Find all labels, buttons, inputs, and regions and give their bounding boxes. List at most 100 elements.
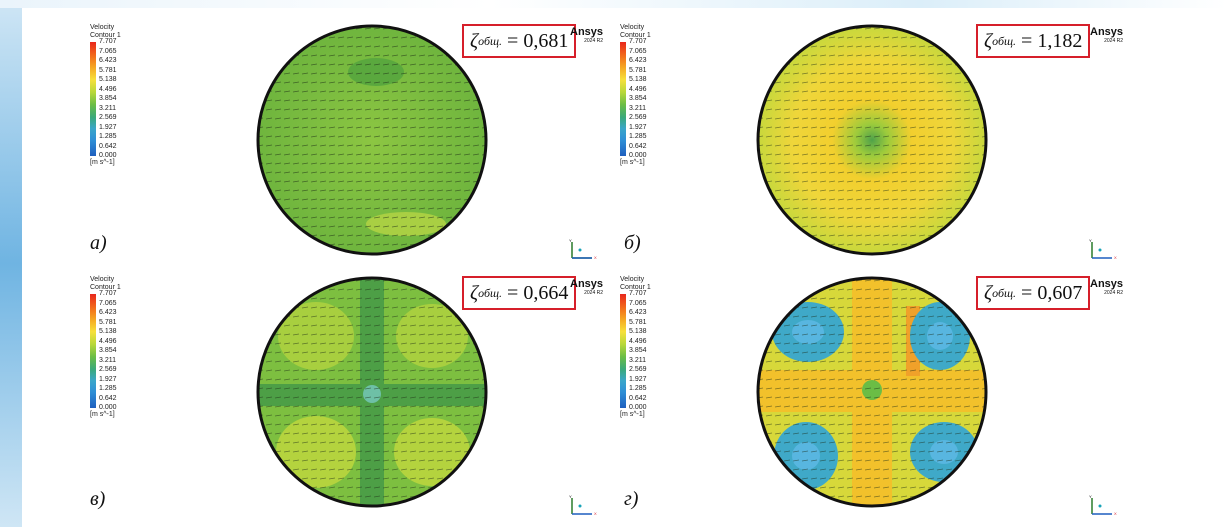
legend-tick-label: 4.496: [99, 85, 117, 93]
legend-unit: [m s^-1]: [90, 411, 115, 418]
velocity-contour-d: [756, 276, 988, 508]
zeta-symbol: ζ: [984, 29, 993, 52]
zeta-subscript: общ.: [992, 33, 1017, 48]
color-scale-bar: [620, 42, 626, 156]
legend-tick-label: 3.211: [99, 104, 116, 112]
legend-tick-label: 1.285: [629, 385, 647, 392]
legend-unit: [m s^-1]: [620, 159, 645, 166]
legend-tick-label: 3.211: [629, 104, 646, 112]
velocity-legend: Velocity Contour 1 7.707 7.065 6.423 5.781 5…: [620, 24, 690, 166]
zeta-symbol: ζ: [470, 29, 479, 52]
legend-tick-label: 2.569: [99, 366, 117, 373]
legend-tick-label: 7.065: [99, 47, 117, 55]
legend-tick-label: 0.642: [629, 394, 647, 402]
legend-tick-label: 3.211: [99, 356, 116, 364]
legend-tick-label: 7.707: [629, 38, 647, 45]
ansys-logo: Ansys 2024 R2: [1090, 26, 1123, 44]
panel-label: г): [624, 488, 639, 510]
ansys-logo: Ansys 2024 R2: [1090, 278, 1123, 296]
brand-name: Ansys: [570, 278, 604, 290]
zeta-subscript: общ.: [478, 285, 503, 300]
legend-tick-label: 1.927: [99, 375, 117, 383]
brand-name: Ansys: [1090, 26, 1124, 38]
panel-a: Velocity Contour 1 7.707 7.065 6.423 5.781 5…: [90, 24, 680, 279]
legend-title-2: Contour 1: [620, 31, 651, 39]
legend-tick-label: 0.642: [99, 394, 117, 402]
legend-tick-label: 7.065: [99, 299, 117, 307]
legend-tick-label: 0.642: [629, 142, 647, 150]
legend-tick-label: 6.423: [629, 57, 647, 64]
svg-text:X: X: [1114, 255, 1117, 260]
zeta-symbol: ζ: [470, 281, 479, 304]
svg-text:X: X: [594, 255, 597, 260]
legend-tick-label: 0.000: [629, 152, 647, 159]
velocity-legend: Velocity Contour 1 7.707 7.065 6.423 5.781 5…: [90, 24, 160, 166]
legend-tick-label: 7.065: [629, 299, 647, 307]
legend-title-2: Contour 1: [620, 283, 651, 291]
legend-tick-label: 5.138: [99, 76, 117, 83]
legend-tick-label: 6.423: [99, 57, 117, 64]
legend-tick-label: 2.569: [99, 114, 117, 121]
ansys-logo: Ansys 2024 R2: [570, 26, 603, 44]
velocity-contour-c: [256, 276, 488, 508]
legend-tick-label: 3.211: [629, 356, 646, 364]
legend-tick-label: 5.781: [629, 318, 647, 326]
legend-title-1: Velocity: [620, 24, 645, 31]
legend-tick-label: 4.496: [629, 85, 647, 93]
legend-title-1: Velocity: [620, 276, 645, 283]
zeta-symbol: ζ: [984, 281, 993, 304]
zeta-value: = 0,664: [507, 281, 569, 304]
xy-axes-icon: YX: [1089, 494, 1117, 516]
zeta-value: = 1,182: [1021, 29, 1083, 52]
legend-tick-label: 4.496: [629, 337, 647, 345]
legend-tick-label: 3.854: [99, 95, 117, 102]
svg-text:X: X: [594, 511, 597, 516]
color-scale-bar: [90, 42, 96, 156]
legend-tick-label: 3.854: [629, 95, 647, 102]
legend-tick-label: 5.138: [99, 328, 117, 335]
xy-axes-icon: YX: [569, 238, 597, 260]
panel-label: в): [90, 488, 106, 510]
zeta-subscript: общ.: [478, 33, 503, 48]
loss-coefficient-box: ζ общ. = 1,182: [976, 24, 1091, 58]
color-scale-bar: [90, 294, 96, 408]
legend-tick-label: 0.000: [629, 404, 647, 411]
legend-tick-label: 2.569: [629, 114, 647, 121]
legend-tick-label: 6.423: [629, 309, 647, 316]
velocity-contour-b: [756, 24, 988, 256]
panel-label: б): [624, 232, 641, 254]
zeta-subscript: общ.: [992, 285, 1017, 300]
legend-title-1: Velocity: [90, 276, 115, 283]
brand-version: 2024 R2: [1104, 290, 1124, 296]
legend-tick-label: 1.285: [629, 133, 647, 140]
panel-d: Velocity Contour 1 7.707 7.065 6.423 5.781 5…: [620, 276, 1210, 531]
brand-version: 2024 R2: [1104, 38, 1124, 44]
legend-tick-label: 3.854: [629, 347, 647, 354]
zeta-value: = 0,607: [1021, 281, 1083, 304]
legend-tick-label: 6.423: [99, 309, 117, 316]
velocity-legend: Velocity Contour 1 7.707 7.065 6.423 5.781 5…: [90, 276, 160, 418]
legend-tick-label: 5.138: [629, 76, 647, 83]
legend-tick-label: 1.927: [99, 123, 117, 131]
legend-tick-label: 5.781: [629, 66, 647, 74]
legend-title-2: Contour 1: [90, 283, 121, 291]
loss-coefficient-box: ζ общ. = 0,607: [976, 276, 1091, 310]
svg-text:Y: Y: [1089, 238, 1092, 243]
legend-tick-label: 7.707: [99, 290, 117, 297]
background-top-band: [0, 0, 1227, 8]
legend-tick-label: 0.000: [99, 152, 117, 159]
legend-tick-label: 7.065: [629, 47, 647, 55]
legend-unit: [m s^-1]: [620, 411, 645, 418]
color-scale-bar: [620, 294, 626, 408]
legend-tick-label: 4.496: [99, 337, 117, 345]
zeta-value: = 0,681: [507, 29, 569, 52]
legend-tick-label: 1.927: [629, 375, 647, 383]
legend-tick-label: 7.707: [99, 38, 117, 45]
svg-text:X: X: [1114, 511, 1117, 516]
brand-version: 2024 R2: [584, 38, 604, 44]
legend-tick-label: 2.569: [629, 366, 647, 373]
panel-b: Velocity Contour 1 7.707 7.065 6.423 5.781 5…: [620, 24, 1210, 279]
legend-tick-label: 5.781: [99, 66, 117, 74]
xy-axes-icon: YX: [1089, 238, 1117, 260]
legend-tick-label: 3.854: [99, 347, 117, 354]
